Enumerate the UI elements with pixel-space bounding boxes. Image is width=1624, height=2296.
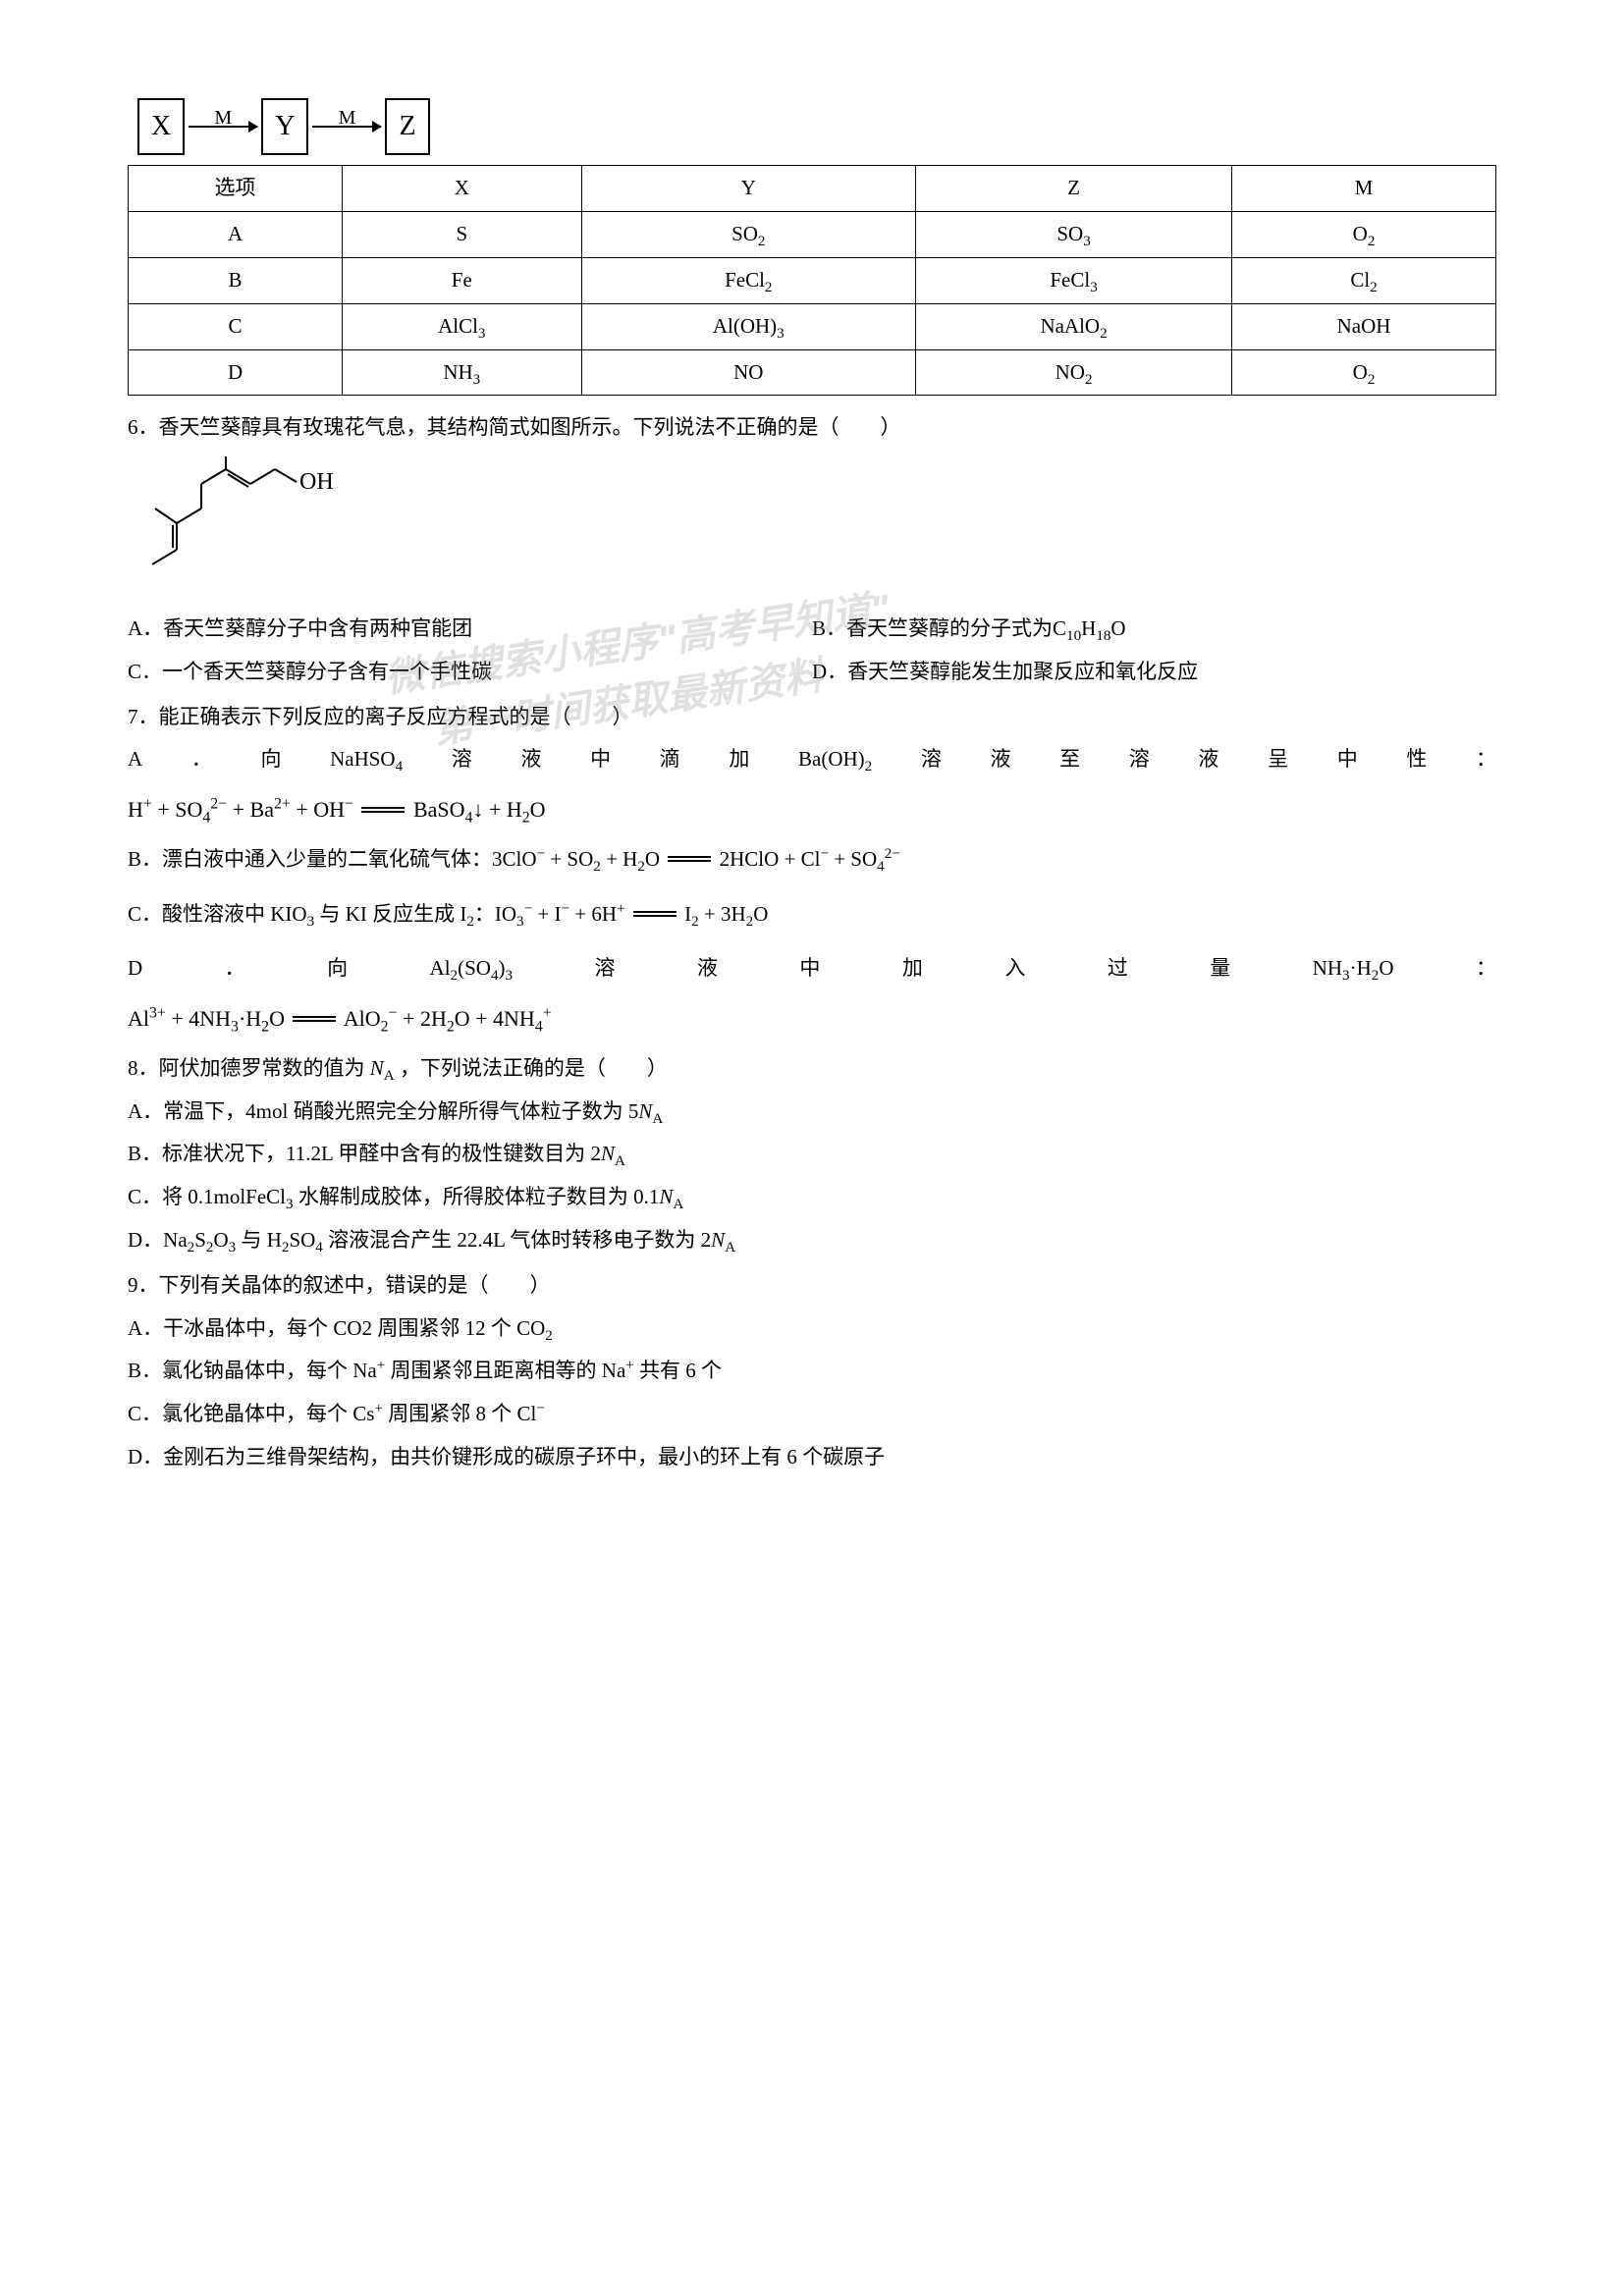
cell: O2 — [1232, 349, 1496, 396]
q8-opt-b: B．标准状况下，11.2L 甲醛中含有的极性键数目为 2NA — [128, 1136, 1496, 1173]
table-row: B Fe FeCl2 FeCl3 Cl2 — [129, 257, 1496, 303]
arrow-2: M — [312, 126, 381, 128]
node-z: Z — [385, 98, 429, 155]
q9-opt-b: B．氯化钠晶体中，每个 Na+ 周围紧邻且距离相等的 Na+ 共有 6 个 — [128, 1353, 1496, 1390]
q7-eq-a: H+ + SO42− + Ba2+ + OH− BaSO4↓ + H2O — [128, 790, 1496, 829]
th-x: X — [343, 166, 581, 212]
q7-opt-d: D．向Al2(SO4)3溶液中加入过量NH3·H2O： — [128, 950, 1496, 988]
cell: Fe — [343, 257, 581, 303]
arrow-1-label: M — [214, 100, 232, 135]
cell: O2 — [1232, 212, 1496, 258]
cell: NaOH — [1232, 303, 1496, 349]
question-9: 9．下列有关晶体的叙述中，错误的是（ ） A．干冰晶体中，每个 CO2 周围紧邻… — [128, 1267, 1496, 1476]
reaction-diagram: X M Y M Z — [128, 98, 1496, 155]
th-m: M — [1232, 166, 1496, 212]
cell: A — [129, 212, 343, 258]
th-z: Z — [916, 166, 1232, 212]
page: 微信搜索小程序"高考早知道" 第一时间获取最新资料 X M Y M Z 选项 X… — [128, 98, 1496, 1476]
cell: NO2 — [916, 349, 1232, 396]
cell: Al(OH)3 — [581, 303, 916, 349]
th-y: Y — [581, 166, 916, 212]
q7-opt-b: B．漂白液中通入少量的二氧化硫气体：3ClO− + SO2 + H2O 2HCl… — [128, 841, 1496, 879]
question-7: 7．能正确表示下列反应的离子反应方程式的是（ ） A．向NaHSO4溶液中滴加B… — [128, 699, 1496, 1039]
q6-molecule: OH — [137, 456, 1496, 597]
cell: SO2 — [581, 212, 916, 258]
cell: C — [129, 303, 343, 349]
arrow-2-label: M — [339, 100, 356, 135]
cell: AlCl3 — [343, 303, 581, 349]
q7-stem: 7．能正确表示下列反应的离子反应方程式的是（ ） — [128, 699, 1496, 736]
cell: NaAlO2 — [916, 303, 1232, 349]
cell: NH3 — [343, 349, 581, 396]
q7-eq-d: Al3+ + 4NH3·H2O AlO2− + 2H2O + 4NH4+ — [128, 999, 1496, 1039]
cell: B — [129, 257, 343, 303]
q7-opt-a: A．向NaHSO4溶液中滴加Ba(OH)2溶液至溶液呈中性： — [128, 741, 1496, 778]
cell: FeCl2 — [581, 257, 916, 303]
q8-stem: 8．阿伏加德罗常数的值为 NA ，下列说法正确的是（ ） — [128, 1050, 1496, 1088]
cell: SO3 — [916, 212, 1232, 258]
cell: D — [129, 349, 343, 396]
svg-text:OH: OH — [299, 469, 334, 495]
cell: NO — [581, 349, 916, 396]
question-8: 8．阿伏加德罗常数的值为 NA ，下列说法正确的是（ ） A．常温下，4mol … — [128, 1050, 1496, 1259]
q6-options-row1: A．香天竺葵醇分子中含有两种官能团 B．香天竺葵醇的分子式为C10H18O — [128, 611, 1496, 648]
q8-opt-d: D．Na2S2O3 与 H2SO4 溶液混合产生 22.4L 气体时转移电子数为… — [128, 1222, 1496, 1259]
q6-opt-d: D．香天竺葵醇能发生加聚反应和氧化反应 — [812, 654, 1496, 691]
cell: S — [343, 212, 581, 258]
cell: Cl2 — [1232, 257, 1496, 303]
q9-opt-a: A．干冰晶体中，每个 CO2 周围紧邻 12 个 CO2 — [128, 1310, 1496, 1348]
q8-opt-c: C．将 0.1molFeCl3 水解制成胶体，所得胶体粒子数目为 0.1NA — [128, 1179, 1496, 1216]
cell: FeCl3 — [916, 257, 1232, 303]
q6-opt-c: C．一个香天竺葵醇分子含有一个手性碳 — [128, 654, 812, 691]
table-row: C AlCl3 Al(OH)3 NaAlO2 NaOH — [129, 303, 1496, 349]
q6-stem: 6．香天竺葵醇具有玫瑰花气息，其结构简式如图所示。下列说法不正确的是（ ） — [128, 409, 1496, 447]
q7-opt-c: C．酸性溶液中 KIO3 与 KI 反应生成 I2：IO3− + I− + 6H… — [128, 896, 1496, 934]
question-6: 6．香天竺葵醇具有玫瑰花气息，其结构简式如图所示。下列说法不正确的是（ ） — [128, 409, 1496, 690]
options-table: 选项 X Y Z M A S SO2 SO3 O2 B Fe FeCl2 FeC… — [128, 165, 1496, 396]
q9-stem: 9．下列有关晶体的叙述中，错误的是（ ） — [128, 1267, 1496, 1305]
q6-opt-a: A．香天竺葵醇分子中含有两种官能团 — [128, 611, 812, 648]
q6-options-row2: C．一个香天竺葵醇分子含有一个手性碳 D．香天竺葵醇能发生加聚反应和氧化反应 — [128, 654, 1496, 691]
q9-opt-c: C．氯化铯晶体中，每个 Cs+ 周围紧邻 8 个 Cl− — [128, 1396, 1496, 1433]
table-row: A S SO2 SO3 O2 — [129, 212, 1496, 258]
node-x: X — [137, 98, 185, 155]
q6-opt-b: B．香天竺葵醇的分子式为C10H18O — [812, 611, 1496, 648]
arrow-1: M — [189, 126, 257, 128]
q9-opt-d: D．金刚石为三维骨架结构，由共价键形成的碳原子环中，最小的环上有 6 个碳原子 — [128, 1439, 1496, 1476]
q8-opt-a: A．常温下，4mol 硝酸光照完全分解所得气体粒子数为 5NA — [128, 1094, 1496, 1131]
table-header-row: 选项 X Y Z M — [129, 166, 1496, 212]
th-option: 选项 — [129, 166, 343, 212]
table-row: D NH3 NO NO2 O2 — [129, 349, 1496, 396]
node-y: Y — [261, 98, 308, 155]
